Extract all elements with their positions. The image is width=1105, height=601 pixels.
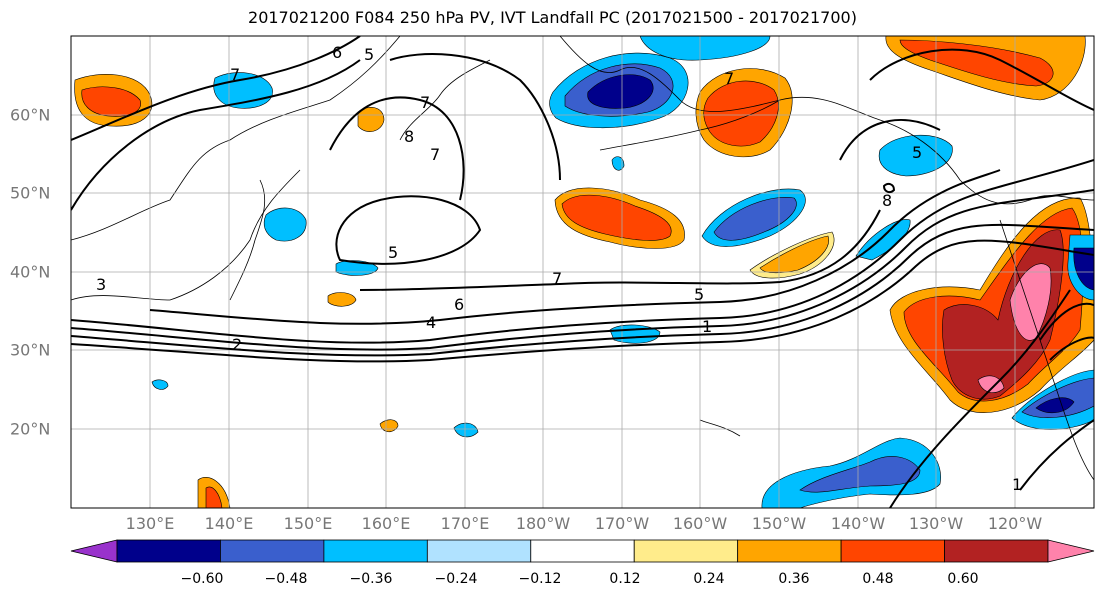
colorbar-segment (426, 539, 532, 563)
contour-label: 7 (230, 65, 240, 84)
contour-label: 7 (552, 269, 562, 288)
colorbar-tick-label: −0.36 (349, 571, 393, 587)
contour-label: 7 (430, 145, 440, 164)
lat-label: 40°N (10, 262, 51, 282)
contour-label: 5 (364, 45, 374, 64)
lon-label: 150°E (283, 514, 333, 533)
contour-label: 6 (332, 43, 342, 62)
lon-label: 140°E (204, 514, 254, 533)
lon-label: 140°W (830, 514, 886, 533)
colorbar (70, 539, 1095, 563)
lon-label: 160°W (672, 514, 728, 533)
lat-label: 50°N (10, 183, 51, 203)
contour-label: 3 (96, 275, 106, 294)
colorbar-tick-label: 0.60 (947, 571, 979, 587)
contour-label: 8 (404, 127, 414, 146)
lon-label: 130°E (125, 514, 175, 533)
lat-label: 20°N (10, 419, 51, 439)
colorbar-segment (840, 539, 945, 563)
lon-label: 170°E (440, 514, 490, 533)
contour-label: 1 (702, 317, 712, 336)
colorbar-extend-low (70, 539, 118, 563)
colorbar-segment (530, 539, 635, 563)
lon-label: 180°W (515, 514, 571, 533)
contour-label: 8 (882, 191, 892, 210)
contour-label: 5 (694, 285, 704, 304)
contour-label: 7 (420, 93, 430, 112)
colorbar-tick-label: 0.48 (862, 571, 894, 587)
colorbar-tick-label: 0.36 (778, 571, 810, 587)
colorbar-segment (737, 539, 842, 563)
colorbar-segment (944, 539, 1049, 563)
colorbar-segment (323, 539, 428, 563)
colorbar-tick-label: −0.24 (434, 571, 478, 587)
contour-labels: 6 5 7 7 7 8 5 8 5 7 6 4 2 3 1 5 1 7 (96, 43, 1022, 494)
lon-label: 150°W (751, 514, 807, 533)
lon-label: 160°E (361, 514, 411, 533)
contour-label: 6 (454, 295, 464, 314)
contour-label: 7 (724, 69, 734, 88)
colorbar-tick-label: −0.60 (180, 571, 224, 587)
contour-label: 5 (912, 143, 922, 162)
lon-label: 170°W (594, 514, 650, 533)
lon-label: 120°W (987, 514, 1043, 533)
colorbar-segment (220, 539, 325, 563)
colorbar-tick-label: −0.48 (264, 571, 308, 587)
pv-contours (71, 36, 1094, 508)
plot-title: 2017021200 F084 250 hPa PV, IVT Landfall… (248, 8, 857, 27)
lat-label: 30°N (10, 340, 51, 360)
lon-label: 130°W (908, 514, 964, 533)
colorbar-segment (116, 539, 221, 563)
contour-label: 2 (232, 335, 242, 354)
gridlines (71, 36, 1094, 508)
colorbar-tick-label: 0.12 (609, 571, 641, 587)
colorbar-tick-label: 0.24 (693, 571, 725, 587)
contour-label: 1 (1012, 475, 1022, 494)
colorbar-tick-label: −0.12 (518, 571, 562, 587)
lat-label: 60°N (10, 105, 51, 125)
colorbar-segment (633, 539, 739, 563)
contour-label: 5 (388, 243, 398, 262)
contour-label: 4 (426, 313, 436, 332)
colorbar-extend-high (1047, 539, 1095, 563)
